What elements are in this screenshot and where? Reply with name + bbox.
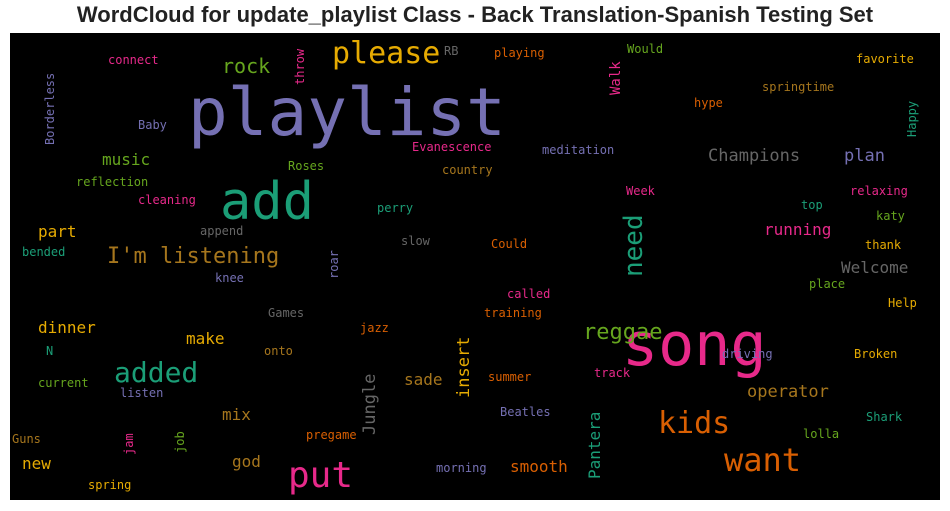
- word-listen: listen: [120, 386, 163, 400]
- word-morning: morning: [436, 461, 487, 475]
- word-jazz: jazz: [360, 321, 389, 335]
- word-roar: roar: [327, 250, 341, 279]
- word-cloud-svg: playlistsongaddputpleasewantkidsaddednee…: [10, 33, 940, 500]
- word-summer: summer: [488, 370, 531, 384]
- word-lolla: lolla: [803, 427, 839, 441]
- word-cloud-canvas: playlist song add put please want kids added nee…: [10, 33, 940, 500]
- word-insert: insert: [454, 337, 474, 398]
- word-sade: sade: [404, 370, 443, 389]
- word-current: current: [38, 376, 89, 390]
- word-springtime: springtime: [762, 80, 834, 94]
- word-reggae: reggae: [583, 320, 662, 345]
- word-country: country: [442, 163, 493, 177]
- word-top: top: [801, 198, 823, 212]
- word-broken: Broken: [854, 347, 897, 361]
- word-n: N: [46, 344, 53, 358]
- word-champions: Champions: [708, 146, 800, 166]
- word-throw: throw: [293, 48, 307, 85]
- word-perry: perry: [377, 201, 413, 215]
- word-i-m-listening: I'm listening: [107, 244, 279, 269]
- word-job: job: [173, 431, 187, 453]
- word-operator: operator: [747, 382, 829, 402]
- word-baby: Baby: [138, 118, 167, 132]
- word-dinner: dinner: [38, 318, 96, 337]
- word-append: append: [200, 224, 243, 238]
- word-music: music: [102, 150, 150, 169]
- word-welcome: Welcome: [841, 258, 908, 277]
- word-jam: jam: [122, 433, 136, 455]
- word-make: make: [186, 329, 225, 348]
- word-thank: thank: [865, 238, 902, 252]
- word-new: new: [22, 454, 51, 473]
- word-help: Help: [888, 296, 917, 310]
- word-pantera: Pantera: [585, 412, 604, 479]
- word-meditation: meditation: [542, 143, 614, 157]
- word-evanescence: Evanescence: [412, 140, 491, 154]
- word-kids: kids: [658, 406, 730, 441]
- word-onto: onto: [264, 344, 293, 358]
- word-running: running: [764, 220, 831, 239]
- word-mix: mix: [222, 405, 251, 424]
- word-week: Week: [626, 184, 656, 198]
- word-roses: Roses: [288, 159, 324, 173]
- word-pregame: pregame: [306, 428, 357, 442]
- word-plan: plan: [844, 146, 885, 166]
- word-part: part: [38, 222, 77, 241]
- word-borderless: Borderless: [43, 73, 57, 145]
- word-rock: rock: [222, 54, 270, 78]
- word-track: track: [594, 366, 631, 380]
- word-spring: spring: [88, 478, 131, 492]
- word-could: Could: [491, 237, 527, 251]
- word-please: please: [332, 36, 440, 71]
- word-need: need: [619, 214, 649, 277]
- word-favorite: favorite: [856, 52, 914, 66]
- word-add: add: [220, 172, 314, 232]
- word-knee: knee: [215, 271, 244, 285]
- word-cleaning: cleaning: [138, 193, 196, 207]
- word-slow: slow: [401, 234, 431, 248]
- chart-title: WordCloud for update_playlist Class - Ba…: [0, 2, 950, 28]
- word-happy: Happy: [905, 101, 919, 137]
- word-hype: hype: [694, 96, 723, 110]
- word-katy: katy: [876, 209, 905, 223]
- word-guns: Guns: [12, 432, 41, 446]
- word-put: put: [288, 455, 353, 496]
- word-playing: playing: [494, 46, 545, 60]
- word-would: Would: [627, 42, 663, 56]
- word-added: added: [114, 356, 198, 389]
- word-place: place: [809, 277, 845, 291]
- word-god: god: [232, 452, 261, 471]
- word-jungle: Jungle: [360, 374, 380, 435]
- word-shark: Shark: [866, 410, 903, 424]
- word-rb: RB: [444, 44, 458, 58]
- word-driving: driving: [722, 347, 773, 361]
- word-called: called: [507, 287, 550, 301]
- word-want: want: [724, 441, 801, 479]
- word-reflection: reflection: [76, 175, 148, 189]
- word-beatles: Beatles: [500, 405, 551, 419]
- word-relaxing: relaxing: [850, 184, 908, 198]
- word-bended: bended: [22, 245, 65, 259]
- word-games: Games: [268, 306, 304, 320]
- word-connect: connect: [108, 53, 159, 67]
- word-smooth: smooth: [510, 457, 568, 476]
- word-walk: Walk: [608, 61, 624, 95]
- word-training: training: [484, 306, 542, 320]
